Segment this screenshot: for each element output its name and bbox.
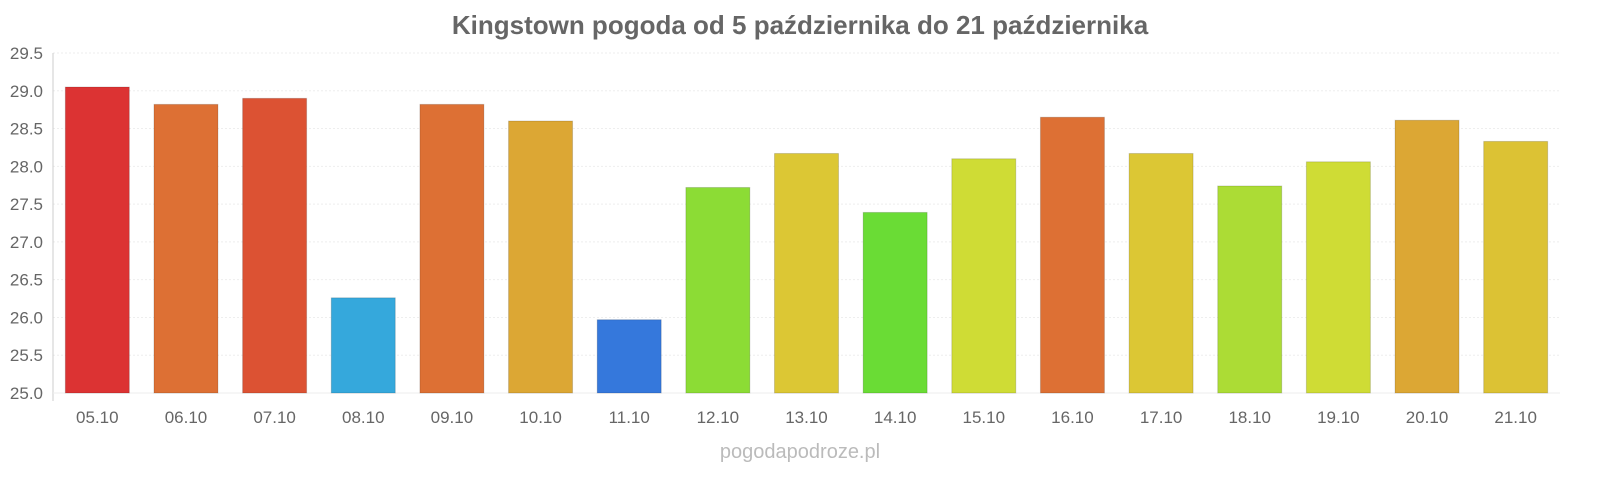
y-tick-label: 26.0 [10,308,43,327]
bar [330,297,396,394]
y-tick-label: 25.0 [10,384,43,403]
y-tick-label: 27.0 [10,233,43,252]
y-tick-label: 25.5 [10,346,43,365]
x-tick-label: 05.10 [76,408,119,427]
bar [153,103,219,394]
bar [596,319,662,394]
bar [1394,119,1460,394]
bar [419,103,485,394]
x-tick-label: 19.10 [1317,408,1360,427]
bar [1483,140,1549,394]
bar [774,152,839,394]
x-tick-label: 21.10 [1494,408,1537,427]
y-tick-label: 28.5 [10,120,43,139]
watermark-footer: pogodapodroze.pl [719,441,881,463]
x-tick-label: 14.10 [874,408,917,427]
x-tick-label: 18.10 [1228,408,1271,427]
bar [242,97,308,394]
x-tick-label: 10.10 [519,408,562,427]
bar [508,120,574,394]
y-tick-label: 28.0 [10,157,43,176]
x-tick-label: 15.10 [963,408,1006,427]
x-tick-label: 11.10 [609,408,650,427]
bar [1305,161,1371,394]
x-tick-label: 06.10 [165,408,208,427]
bar [951,158,1017,394]
bar [1217,185,1283,394]
x-tick-label: 16.10 [1051,408,1094,427]
y-tick-label: 27.5 [10,195,43,214]
y-tick-label: 29.0 [10,82,43,101]
bar [1128,152,1194,394]
chart-title: Kingstown pogoda od 5 października do 21… [451,10,1149,40]
y-tick-label: 29.5 [10,44,43,63]
x-tick-label: 09.10 [431,408,474,427]
x-tick-label: 12.10 [697,408,740,427]
x-tick-label: 20.10 [1406,408,1449,427]
bar [1039,116,1105,394]
x-tick-label: 13.10 [785,408,828,427]
x-tick-label: 07.10 [253,408,296,427]
y-tick-label: 26.5 [10,271,43,290]
x-tick-label: 17.10 [1140,408,1183,427]
bar [862,211,928,394]
x-tick-label: 08.10 [342,408,385,427]
bar [64,86,130,394]
bar [685,186,751,394]
